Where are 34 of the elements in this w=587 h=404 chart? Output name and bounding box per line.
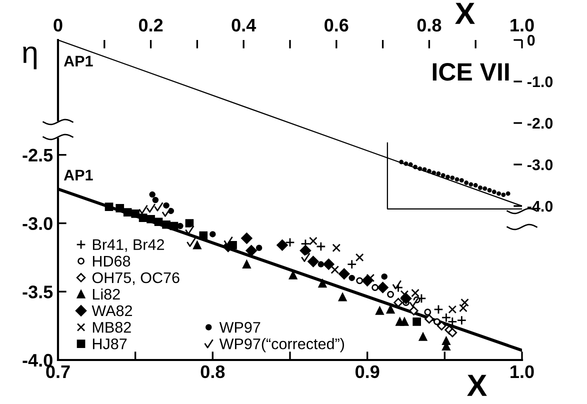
- x-tick-label: 0.8: [417, 18, 442, 32]
- series-label: AP1: [64, 170, 93, 180]
- x-tick-label: 0.7: [46, 365, 70, 378]
- x-tick-label: 0.8: [200, 365, 225, 378]
- y-axis-title: η: [23, 46, 37, 70]
- y-tick-label: -3.0: [527, 159, 553, 170]
- x-tick-label: 0: [54, 18, 62, 32]
- x-tick-label: 1.0: [510, 365, 534, 378]
- x-axis-title: X: [467, 374, 487, 396]
- x-tick-label: 1.0: [510, 18, 534, 32]
- legend-label: HJ87: [92, 338, 127, 350]
- x-axis-title: X: [455, 2, 475, 24]
- y-tick-label: -1.0: [527, 76, 553, 88]
- x-tick-label: 0.4: [232, 18, 256, 32]
- legend-label: WP97: [219, 322, 260, 333]
- y-tick-label: -4.0: [22, 354, 52, 367]
- y-tick-label: -3.0: [22, 217, 52, 230]
- x-tick-label: 0.2: [138, 18, 163, 32]
- text: ICE VII: [432, 63, 509, 81]
- y-tick-label: -2.5: [22, 148, 53, 162]
- x-tick-label: 0.9: [356, 365, 380, 378]
- y-tick-label: -4.0: [527, 200, 553, 212]
- y-tick-label: -2.0: [527, 118, 553, 129]
- x-tick-label: 0.6: [324, 18, 348, 32]
- y-tick-label: -3.5: [22, 286, 53, 298]
- legend-label: WA82: [92, 305, 132, 316]
- legend-label: WP97(“corrected”): [219, 338, 344, 352]
- legend-label: Br41, Br42: [92, 239, 164, 252]
- legend-label: MB82: [92, 322, 131, 333]
- legend-label: OH75, OC76: [92, 272, 180, 285]
- legend-label: AP1: [64, 56, 93, 66]
- legend-label: Li82: [92, 288, 120, 300]
- y-tick-label: 0: [527, 34, 535, 46]
- legend-label: HD68: [92, 256, 130, 267]
